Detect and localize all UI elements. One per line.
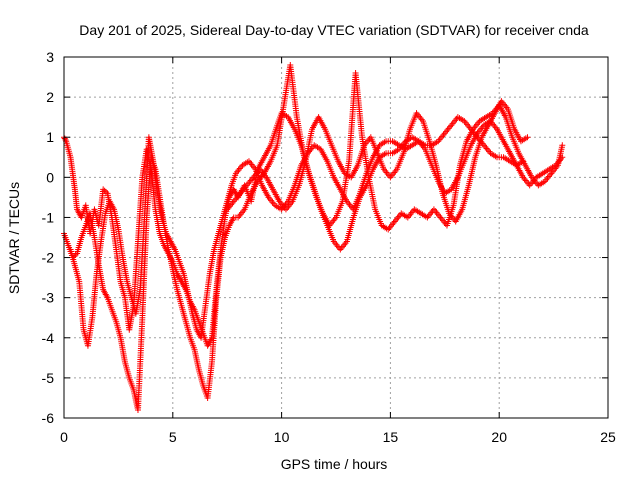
y-tick-label: -1 <box>42 209 55 225</box>
y-tick-label: 1 <box>46 129 54 145</box>
x-tick-label: 10 <box>274 429 290 445</box>
data-point <box>524 134 531 141</box>
x-tick-label: 5 <box>169 429 177 445</box>
chart-title: Day 201 of 2025, Sidereal Day-to-day VTE… <box>79 22 589 38</box>
x-axis-label: GPS time / hours <box>281 456 388 472</box>
series-4 <box>224 98 531 225</box>
y-tick-label: 2 <box>46 89 54 105</box>
data-point <box>101 187 108 194</box>
y-tick-label: 0 <box>46 169 54 185</box>
data-marks <box>61 62 566 413</box>
data-point <box>62 136 69 143</box>
plot-frame <box>63 56 609 419</box>
y-tick-label: -2 <box>42 250 55 266</box>
y-tick-label: -3 <box>42 290 55 306</box>
x-tick-label: 15 <box>383 429 399 445</box>
y-tick-label: -5 <box>42 370 55 386</box>
x-tick-label: 0 <box>60 429 68 445</box>
series-2 <box>61 62 566 413</box>
tick-labels: 0 5 10 15 20 25 -6 -5 -4 -3 -2 -1 0 1 2 3 <box>42 49 616 445</box>
series-3 <box>67 118 527 349</box>
y-tick-label: -4 <box>42 330 55 346</box>
axis-ticks <box>63 56 609 419</box>
data-point <box>72 251 79 258</box>
y-tick-label: -6 <box>42 410 55 426</box>
y-tick-label: 3 <box>46 49 54 65</box>
data-point <box>61 135 68 142</box>
data-point <box>100 186 107 193</box>
data-point <box>103 189 110 196</box>
data-point <box>520 158 527 165</box>
x-tick-label: 25 <box>600 429 616 445</box>
data-point <box>559 142 566 149</box>
x-tick-label: 20 <box>491 429 507 445</box>
y-axis-label: SDTVAR / TECUs <box>6 182 22 294</box>
